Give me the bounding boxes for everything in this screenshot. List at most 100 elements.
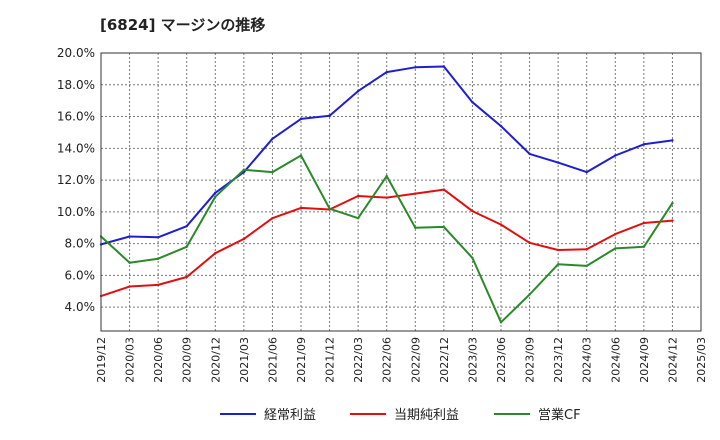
data-point xyxy=(156,283,160,287)
data-point xyxy=(271,170,274,174)
data-point xyxy=(642,245,646,249)
data-point xyxy=(299,206,303,210)
x-tick-label: 2021/03 xyxy=(238,337,251,383)
data-point xyxy=(585,170,588,174)
x-tick-label: 2021/09 xyxy=(295,337,308,383)
data-point xyxy=(499,223,503,226)
data-point xyxy=(499,124,503,128)
data-point xyxy=(214,191,217,194)
x-tick-label: 2021/12 xyxy=(324,337,337,383)
data-point xyxy=(585,247,588,251)
data-point xyxy=(128,261,131,264)
x-tick-label: 2020/06 xyxy=(152,337,165,383)
data-point xyxy=(556,263,560,266)
legend-label: 営業CF xyxy=(538,407,581,423)
data-point xyxy=(414,66,417,69)
y-tick-label: 12.0% xyxy=(57,173,95,187)
series-3 xyxy=(99,154,674,324)
plot-frame xyxy=(100,52,702,332)
x-tick-label: 2023/09 xyxy=(524,337,537,383)
legend-item: 営業CF xyxy=(494,407,581,423)
x-tick-label: 2024/09 xyxy=(638,337,651,383)
data-point xyxy=(442,65,446,68)
x-tick-label: 2023/03 xyxy=(466,337,479,383)
legend-label: 当期純利益 xyxy=(394,408,459,423)
x-tick-label: 2022/06 xyxy=(381,337,394,383)
legend-label: 経常利益 xyxy=(264,408,316,423)
data-point xyxy=(214,195,217,198)
data-point xyxy=(356,89,360,93)
data-point xyxy=(642,143,646,146)
x-tick-label: 2021/06 xyxy=(266,337,279,383)
y-tick-label: 14.0% xyxy=(57,141,95,155)
data-point xyxy=(442,225,446,229)
legend-item: 経常利益 xyxy=(220,408,316,423)
data-point xyxy=(271,137,274,140)
x-tick-label: 2022/03 xyxy=(352,337,365,383)
data-point xyxy=(671,201,674,205)
data-point xyxy=(242,237,246,241)
chart-title: [6824] マージンの推移 xyxy=(100,16,266,34)
y-tick-label: 18.0% xyxy=(57,78,95,92)
series-lines xyxy=(99,65,674,324)
data-point xyxy=(528,241,531,245)
data-point xyxy=(356,217,360,220)
x-tick-label: 2024/12 xyxy=(666,337,679,383)
data-point xyxy=(299,154,303,157)
data-point xyxy=(185,245,188,249)
x-tick-label: 2020/12 xyxy=(209,337,222,383)
data-point xyxy=(471,256,474,260)
x-tick-label: 2019/12 xyxy=(95,337,108,383)
y-axis: 4.0% 6.0% 8.0% 10.0% 12.0% 14.0% 16.0% 18.0% 20.… xyxy=(57,46,95,314)
x-tick-label: 2022/09 xyxy=(409,337,422,383)
data-point xyxy=(556,248,560,252)
data-point xyxy=(671,219,674,222)
data-point xyxy=(642,221,646,225)
data-point xyxy=(185,224,188,228)
data-point xyxy=(614,232,617,236)
series-1 xyxy=(99,65,674,246)
data-point xyxy=(385,70,388,74)
data-point xyxy=(185,275,188,279)
data-point xyxy=(128,285,131,288)
y-tick-label: 6.0% xyxy=(65,268,96,282)
data-point xyxy=(528,152,531,156)
x-tick-label: 2025/03 xyxy=(695,337,708,383)
data-point xyxy=(128,235,131,238)
data-point xyxy=(471,101,474,104)
data-point xyxy=(385,174,388,178)
data-point xyxy=(671,139,674,142)
data-point xyxy=(214,251,217,255)
legend-item: 当期純利益 xyxy=(350,408,459,423)
x-tick-label: 2024/06 xyxy=(609,337,622,383)
data-point xyxy=(556,161,560,164)
x-tick-label: 2023/06 xyxy=(495,337,508,383)
x-axis: 2019/12 2020/03 2020/06 2020/09 2020/12 2021/… xyxy=(95,337,708,383)
x-tick-label: 2022/12 xyxy=(438,337,451,383)
y-tick-label: 4.0% xyxy=(65,300,96,314)
x-tick-label: 2024/03 xyxy=(581,337,594,383)
legend: 経常利益 当期純利益 営業CF xyxy=(220,407,581,423)
data-point xyxy=(414,192,417,195)
data-point xyxy=(585,264,588,268)
data-point xyxy=(328,207,331,210)
data-point xyxy=(528,293,531,296)
data-point xyxy=(385,196,388,199)
x-tick-label: 2020/09 xyxy=(181,337,194,383)
y-tick-label: 8.0% xyxy=(65,237,96,251)
y-tick-label: 16.0% xyxy=(57,110,95,124)
data-point xyxy=(242,168,246,171)
x-tick-label: 2023/12 xyxy=(552,337,565,383)
data-point xyxy=(499,321,503,324)
data-point xyxy=(614,247,617,250)
data-point xyxy=(442,188,446,191)
data-point xyxy=(271,217,274,220)
data-point xyxy=(614,154,617,157)
data-point xyxy=(471,209,474,213)
data-point xyxy=(328,114,331,117)
grid-lines xyxy=(100,52,702,331)
data-point xyxy=(156,257,160,260)
data-point xyxy=(299,117,303,121)
data-point xyxy=(156,236,160,239)
